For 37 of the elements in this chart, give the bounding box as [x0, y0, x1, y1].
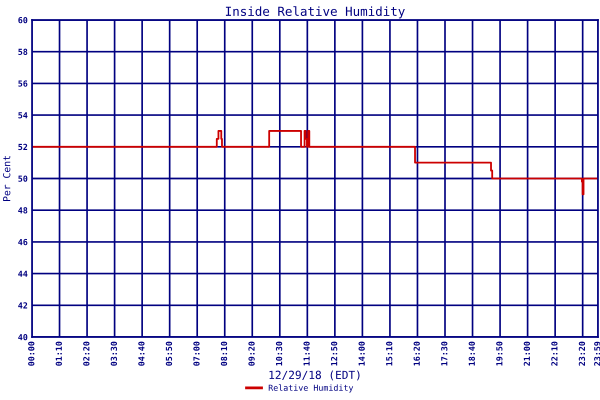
y-axis-title: Per Cent — [3, 156, 10, 201]
x-tick-label: 03:30 — [110, 342, 118, 366]
y-tick-label: 42 — [18, 302, 28, 308]
y-tick-label: 50 — [18, 175, 28, 182]
x-tick-label: 02:20 — [83, 342, 90, 366]
y-tick-label: 40 — [18, 334, 28, 340]
x-tick-label: 07:00 — [193, 342, 200, 366]
x-tick-label: 14:00 — [358, 342, 365, 366]
y-tick-label: 52 — [18, 144, 28, 150]
x-tick-label: 15:10 — [386, 342, 392, 366]
x-tick-label: 21:00 — [524, 342, 530, 366]
y-tick-label: 56 — [18, 80, 28, 87]
x-tick-label: 05:50 — [166, 342, 172, 366]
x-tick-label: 17:30 — [441, 342, 448, 366]
x-tick-label: 08:10 — [220, 342, 228, 366]
x-tick-label: 23:20 — [578, 342, 586, 366]
x-axis-title: 12/29/18 (EDT) — [270, 370, 360, 380]
chart-title: Inside Relative Humidity — [226, 6, 405, 18]
x-tick-label: 10:30 — [276, 342, 282, 366]
y-tick-label: 48 — [18, 207, 28, 214]
x-tick-label: 04:40 — [138, 342, 145, 366]
y-tick-label: 58 — [18, 48, 28, 55]
legend-label: Relative Humidity — [268, 384, 354, 392]
x-tick-label: 11:40 — [303, 342, 310, 366]
x-tick-label: 12:50 — [330, 342, 338, 366]
x-tick-label: 19:50 — [496, 342, 503, 366]
x-tick-label: 09:20 — [248, 342, 255, 366]
y-tick-label: 46 — [18, 238, 28, 246]
y-tick-label: 44 — [18, 270, 28, 277]
x-tick-label: 00:00 — [28, 342, 34, 366]
y-tick-label: 54 — [18, 112, 28, 118]
x-tick-label: 22:10 — [551, 342, 558, 366]
x-tick-label: 18:40 — [468, 342, 475, 366]
x-tick-label: 01:10 — [56, 342, 62, 366]
x-tick-label: 16:20 — [414, 342, 420, 366]
x-tick-label: 23:59 — [594, 342, 600, 366]
y-tick-label: 60 — [18, 16, 28, 24]
